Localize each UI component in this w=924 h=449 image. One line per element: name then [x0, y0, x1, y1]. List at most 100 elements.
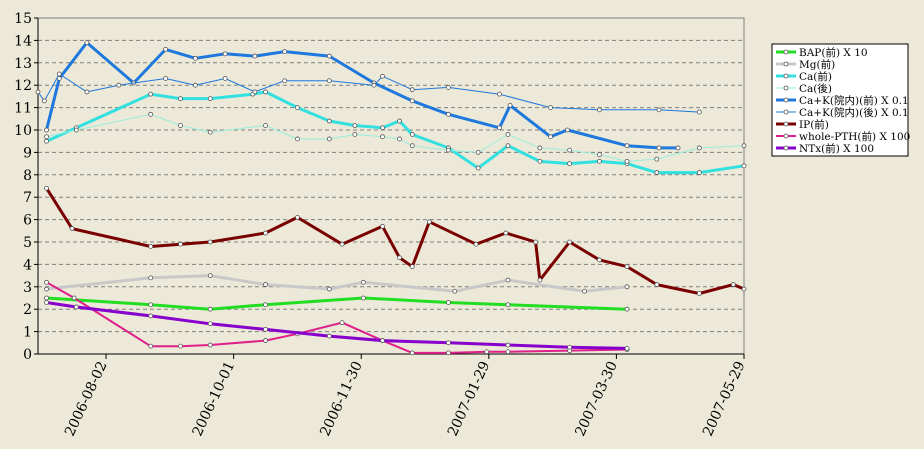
data-point — [56, 71, 62, 77]
data-point — [207, 96, 213, 102]
data-point — [624, 264, 630, 270]
data-point — [360, 295, 366, 301]
data-point — [44, 127, 49, 133]
data-point — [567, 239, 573, 245]
data-point — [409, 132, 415, 137]
data-point — [263, 282, 268, 287]
data-point — [596, 152, 602, 158]
legend-entry: Ca+K(院内)(前) X 0.1 — [799, 94, 909, 107]
data-point — [696, 170, 702, 175]
y-tick-label: 14 — [14, 33, 32, 49]
series-line — [45, 296, 629, 311]
data-point — [624, 158, 630, 164]
data-point — [35, 89, 41, 95]
data-point — [548, 134, 553, 140]
series-0 — [44, 295, 630, 312]
data-point — [507, 102, 513, 108]
data-point — [326, 333, 332, 339]
y-tick-label: 3 — [23, 280, 32, 296]
data-point — [505, 143, 511, 149]
legend-marker — [783, 121, 789, 127]
data-point — [505, 342, 511, 348]
data-point — [548, 105, 553, 110]
data-point — [484, 349, 490, 355]
data-point — [352, 123, 358, 128]
y-tick-label: 11 — [14, 101, 32, 117]
data-point — [505, 277, 511, 283]
data-point — [148, 275, 154, 281]
data-point — [71, 295, 77, 301]
data-point — [473, 241, 479, 247]
data-point — [409, 87, 415, 93]
data-point — [505, 302, 511, 308]
data-point — [567, 344, 573, 350]
data-point — [69, 226, 75, 231]
legend-entry: Ca(前) — [799, 70, 832, 83]
data-point — [409, 264, 415, 270]
data-point — [252, 53, 258, 59]
data-point — [533, 239, 539, 245]
legend-marker — [783, 133, 789, 139]
data-point — [263, 123, 268, 128]
legend-marker — [783, 61, 789, 67]
data-point — [446, 85, 451, 90]
data-point — [537, 145, 543, 151]
data-point — [409, 98, 415, 104]
series-2 — [44, 89, 747, 175]
data-point — [475, 149, 481, 155]
data-point — [505, 132, 511, 137]
legend-entry: IP(前) — [799, 118, 829, 131]
data-point — [263, 338, 268, 343]
data-point — [505, 349, 511, 355]
series-line — [37, 73, 700, 113]
data-point — [624, 306, 630, 312]
x-tick-label: 2007-01-29 — [445, 359, 494, 439]
data-point — [503, 230, 509, 236]
data-point — [263, 89, 268, 95]
data-point — [596, 107, 602, 113]
data-point — [148, 313, 154, 319]
series-line — [45, 41, 680, 150]
data-point — [192, 82, 198, 88]
y-tick-label: 7 — [23, 190, 32, 206]
series-7 — [44, 279, 630, 356]
data-point — [44, 185, 49, 191]
data-point — [207, 129, 213, 135]
data-point — [565, 127, 570, 133]
data-point — [656, 107, 662, 113]
y-tick-label: 1 — [23, 325, 32, 341]
data-point — [397, 255, 402, 261]
data-point — [44, 295, 49, 301]
data-point — [409, 350, 415, 356]
data-point — [44, 138, 49, 144]
y-tick-label: 2 — [23, 302, 32, 318]
data-point — [263, 326, 268, 332]
data-point — [654, 282, 660, 287]
data-point — [148, 244, 154, 249]
series-3 — [44, 111, 747, 164]
data-point — [446, 111, 451, 117]
data-point — [326, 53, 332, 59]
y-tick-label: 6 — [23, 213, 32, 229]
data-point — [326, 286, 332, 292]
data-point — [741, 286, 747, 292]
data-point — [339, 320, 345, 326]
data-point — [178, 96, 183, 102]
data-point — [397, 118, 402, 124]
x-tick-label: 2006-10-01 — [190, 359, 239, 439]
data-point — [360, 279, 366, 285]
legend-entry: whole-PTH(前) X 100 — [799, 130, 910, 143]
y-tick-label: 15 — [14, 11, 32, 27]
data-point — [675, 145, 681, 151]
data-point — [696, 291, 702, 296]
series-layer — [35, 40, 747, 356]
y-tick-label: 0 — [23, 347, 32, 363]
data-point — [148, 302, 154, 308]
y-tick-label: 13 — [14, 56, 32, 72]
data-point — [263, 302, 268, 308]
legend-marker — [783, 49, 789, 55]
data-point — [582, 288, 587, 294]
